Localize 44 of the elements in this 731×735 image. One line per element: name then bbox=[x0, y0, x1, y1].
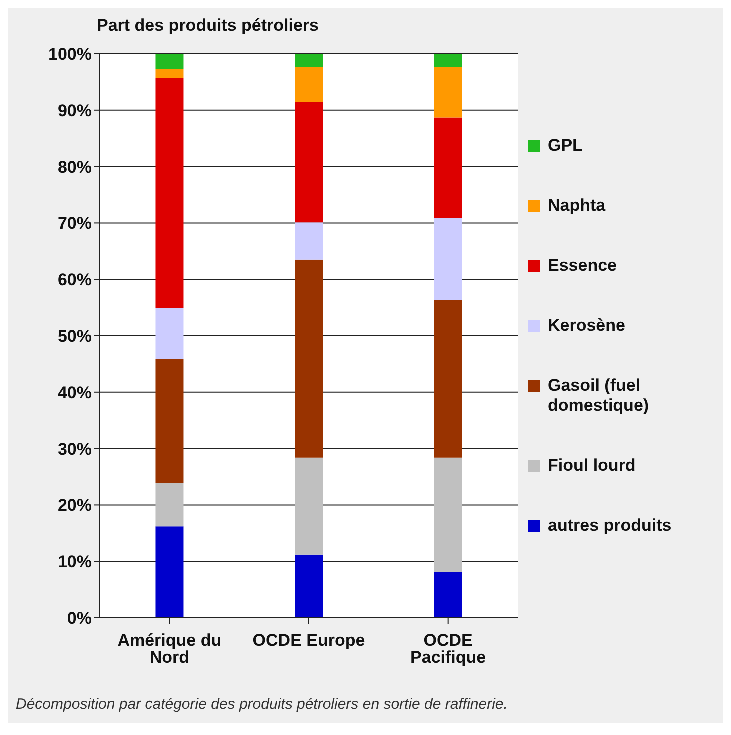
bar bbox=[156, 526, 184, 618]
bar bbox=[295, 54, 324, 67]
legend-label: Fioul lourd bbox=[548, 456, 637, 476]
bar bbox=[434, 300, 462, 458]
legend-label: autres produits bbox=[548, 516, 673, 536]
x-tick-label: OCDE Europe bbox=[252, 631, 366, 650]
bar bbox=[434, 572, 462, 618]
legend-label: Gasoil (fuel domestique) bbox=[548, 376, 650, 416]
legend-label: Kerosène bbox=[548, 316, 626, 336]
chart-title: Part des produits pétroliers bbox=[96, 15, 320, 37]
bar bbox=[156, 54, 184, 70]
bar bbox=[156, 308, 184, 360]
bar bbox=[434, 54, 462, 67]
y-tick-label: 60% bbox=[58, 270, 92, 290]
y-tick-label: 90% bbox=[58, 101, 92, 120]
y-tick-label: 40% bbox=[58, 383, 92, 402]
y-tick-label: 70% bbox=[58, 214, 92, 234]
y-tick-label: 10% bbox=[58, 552, 92, 572]
y-tick-label: 80% bbox=[58, 158, 92, 177]
bar bbox=[434, 458, 462, 572]
bar bbox=[434, 218, 462, 300]
y-tick-label: 30% bbox=[58, 440, 92, 459]
legend-label: Naphta bbox=[548, 196, 607, 216]
x-tick-label: OCDE Pacifique bbox=[410, 631, 486, 668]
bar bbox=[156, 483, 184, 527]
y-tick-label: 100% bbox=[48, 45, 92, 64]
bar bbox=[295, 66, 324, 102]
y-tick-label: 0% bbox=[67, 609, 92, 628]
x-tick-label: Amérique du Nord bbox=[118, 631, 222, 668]
bar bbox=[434, 118, 462, 218]
legend-label: GPL bbox=[548, 136, 584, 156]
bar bbox=[295, 102, 324, 223]
bar bbox=[295, 458, 324, 555]
bar bbox=[156, 78, 184, 308]
text: Décomposition par catégorie des produits pétroliers en sortie de raffinerie. bbox=[15, 696, 509, 713]
bar bbox=[434, 66, 462, 118]
bar bbox=[295, 222, 324, 260]
bar bbox=[295, 260, 324, 458]
bar bbox=[156, 69, 184, 78]
y-tick-label: 20% bbox=[58, 496, 92, 516]
bar bbox=[295, 554, 324, 618]
y-tick-label: 50% bbox=[58, 327, 92, 346]
legend-label: Essence bbox=[548, 256, 618, 276]
bar bbox=[156, 359, 184, 484]
